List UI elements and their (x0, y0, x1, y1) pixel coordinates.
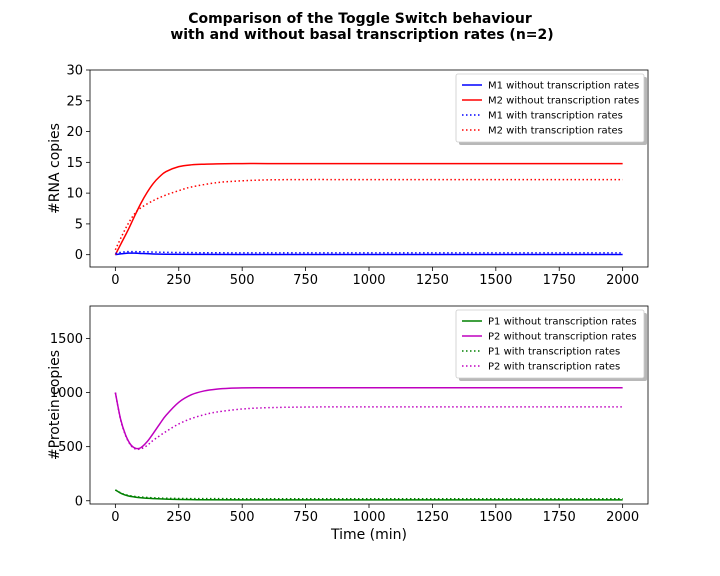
x-axis-label: Time (min) (330, 527, 407, 543)
legend-entry-label: M1 with transcription rates (488, 111, 623, 122)
y-tick-label: 15 (66, 156, 83, 171)
figure-title-line-1: Comparison of the Toggle Switch behaviou… (188, 11, 532, 27)
series-line-protein-0 (114, 489, 623, 501)
x-tick-label: 1750 (543, 273, 576, 288)
legend-entry-label: P2 without transcription rates (488, 332, 637, 343)
series-line-rna-2 (115, 250, 623, 255)
y-tick-label: 1000 (50, 386, 83, 401)
x-tick-label: 250 (166, 510, 191, 525)
y-tick-label: 0 (75, 494, 83, 509)
legend-box (455, 73, 645, 143)
x-tick-label: 2000 (606, 273, 639, 288)
x-tick-label: 750 (293, 273, 318, 288)
legend-entry-label: M2 with transcription rates (488, 126, 623, 137)
legend-entry-label: P2 with transcription rates (488, 362, 620, 373)
x-tick-label: 1500 (479, 510, 512, 525)
x-tick-label: 1000 (352, 273, 385, 288)
y-tick-label: 30 (66, 64, 83, 79)
y-axis-label: #RNA copies (47, 123, 63, 214)
legend-entry-label: P1 with transcription rates (488, 347, 620, 358)
legend-entry-label: M1 without transcription rates (488, 81, 639, 92)
x-tick-label: 1500 (479, 273, 512, 288)
y-axis-label: #Protein copies (47, 350, 63, 460)
rna-chart-panel: 0 250 500 750 1000 1250 1500 1750 2000 0 5 10 15 20 25… (47, 64, 649, 288)
figure-title-line-2: with and without basal transcription rat… (170, 27, 553, 43)
x-tick-label: 1750 (543, 510, 576, 525)
series-line-protein-3 (114, 392, 623, 451)
series-line-rna-3 (114, 178, 623, 251)
x-tick-label: 750 (293, 510, 318, 525)
x-tick-label: 250 (166, 273, 191, 288)
y-tick-label: 20 (66, 125, 83, 140)
legend-entry-label: P1 without transcription rates (488, 317, 637, 328)
x-tick-label: 1250 (416, 510, 449, 525)
series-line-protein-2 (114, 489, 623, 500)
y-tick-label: 1500 (50, 332, 83, 347)
series-line-rna-0 (115, 252, 623, 256)
legend-entry-label: M2 without transcription rates (488, 96, 639, 107)
y-tick-label: 25 (66, 94, 83, 109)
protein-chart-panel: 0 250 500 750 1000 1250 1500 1750 2000 0 500 1000 15… (47, 305, 649, 543)
series-line-rna-1 (114, 162, 623, 256)
y-tick-label: 5 (75, 217, 83, 232)
x-tick-label: 1000 (352, 510, 385, 525)
y-tick-label: 0 (75, 248, 83, 263)
y-tick-label: 10 (66, 187, 83, 202)
x-tick-label: 0 (111, 273, 119, 288)
y-tick-label: 500 (58, 440, 83, 455)
x-tick-label: 500 (230, 510, 255, 525)
x-tick-label: 1250 (416, 273, 449, 288)
legend-box (455, 309, 645, 379)
legend: P1 without transcription rates P2 without… (455, 309, 647, 381)
x-tick-label: 500 (230, 273, 255, 288)
x-tick-label: 2000 (606, 510, 639, 525)
x-tick-label: 0 (111, 510, 119, 525)
series-line-protein-1 (114, 386, 623, 450)
legend: M1 without transcription rates M2 without… (455, 73, 647, 145)
